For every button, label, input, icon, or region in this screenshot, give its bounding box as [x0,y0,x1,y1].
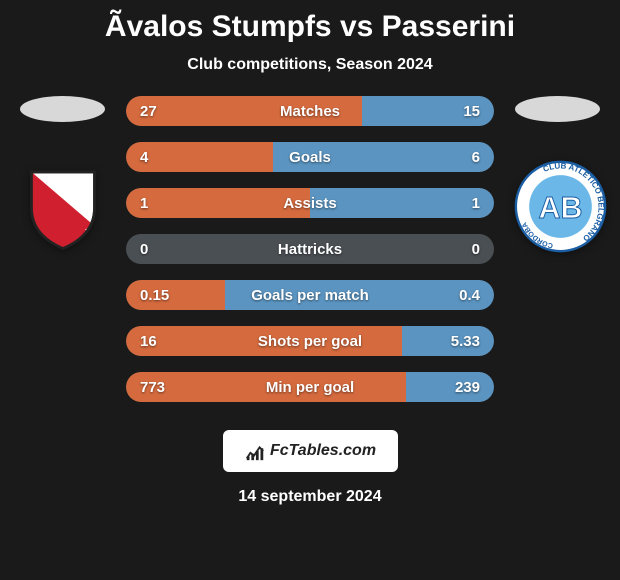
left-player-area [15,96,110,418]
site-logo-text: FcTables.com [270,442,376,460]
stat-label: Assists [283,195,336,212]
page-subtitle: Club competitions, Season 2024 [0,56,620,74]
stat-fill-right [406,372,494,402]
stat-value-left: 0.15 [140,287,169,304]
stat-fill-right [402,326,494,356]
footer-date: 14 september 2024 [0,488,620,506]
stat-fill-right [310,188,494,218]
chart-icon [244,440,266,462]
stat-row: 4 Goals 6 [126,142,494,172]
stat-value-right: 15 [463,103,480,120]
belgrano-badge: CLUB ATLETICO BELGRANO CORDOBA AB [513,159,603,249]
stat-row: 0.15 Goals per match 0.4 [126,280,494,310]
right-ellipse-placeholder [515,96,600,122]
stat-row: 0 Hattricks 0 [126,234,494,264]
left-ellipse-placeholder [20,96,105,122]
stat-value-left: 1 [140,195,148,212]
stat-label: Shots per goal [258,333,362,350]
independiente-badge [18,163,108,253]
stat-value-right: 0.4 [459,287,480,304]
stat-row: 27 Matches 15 [126,96,494,126]
stat-value-left: 16 [140,333,157,350]
right-player-area: CLUB ATLETICO BELGRANO CORDOBA AB [510,96,605,418]
stat-label: Hattricks [278,241,342,258]
stat-row: 16 Shots per goal 5.33 [126,326,494,356]
stat-row: 773 Min per goal 239 [126,372,494,402]
stat-label: Goals per match [251,287,369,304]
stat-label: Min per goal [266,379,354,396]
stat-value-left: 4 [140,149,148,166]
stat-label: Goals [289,149,331,166]
badge-letters: AB [538,191,582,225]
stat-row: 1 Assists 1 [126,188,494,218]
site-logo[interactable]: FcTables.com [223,430,398,472]
page-title: Ãvalos Stumpfs vs Passerini [0,0,620,44]
stat-value-right: 0 [472,241,480,258]
stat-value-left: 773 [140,379,165,396]
stat-value-right: 1 [472,195,480,212]
stats-list: 27 Matches 15 4 Goals 6 1 Assists 1 0 Hattricks 0 0.… [110,96,510,418]
comparison-container: 27 Matches 15 4 Goals 6 1 Assists 1 0 Hattricks 0 0.… [0,96,620,418]
stat-value-left: 0 [140,241,148,258]
stat-label: Matches [280,103,340,120]
stat-value-right: 5.33 [451,333,480,350]
stat-value-left: 27 [140,103,157,120]
stat-value-right: 6 [472,149,480,166]
stat-value-right: 239 [455,379,480,396]
